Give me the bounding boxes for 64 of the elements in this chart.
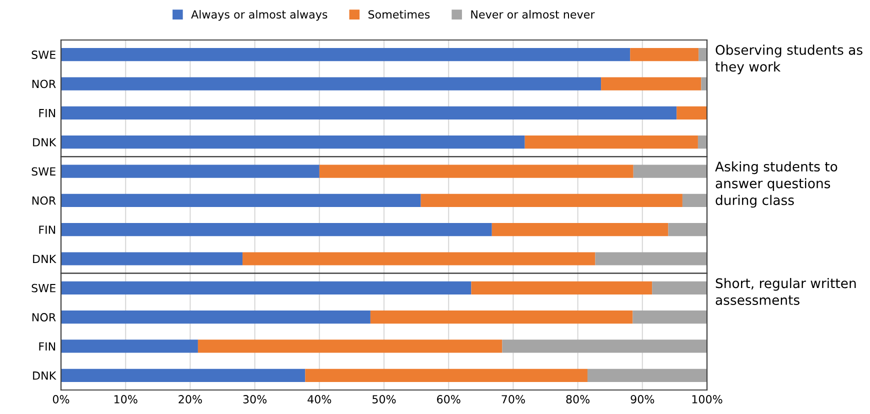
y-tick-label: DNK xyxy=(33,372,56,380)
bar xyxy=(370,310,633,324)
text: Observing students as they work xyxy=(715,44,862,74)
bar xyxy=(668,223,707,236)
bar xyxy=(61,194,421,207)
bar xyxy=(601,77,702,90)
text: Asking students to answer questions during class xyxy=(715,161,838,208)
bar xyxy=(524,136,698,149)
y-tick-label: SWE xyxy=(32,50,56,59)
legend-label: Never or almost never xyxy=(471,10,595,19)
y-tick-label: NOR xyxy=(32,80,56,88)
bar xyxy=(61,281,472,294)
x-tick-label: 0% xyxy=(52,395,70,404)
bar xyxy=(61,136,525,149)
y-tick-label: NOR xyxy=(32,196,56,205)
bar xyxy=(305,368,588,382)
bar xyxy=(242,252,596,266)
bar xyxy=(61,164,320,178)
bar xyxy=(502,340,707,353)
y-tick-label: FIN xyxy=(39,109,56,118)
x-tick-label: 40% xyxy=(308,395,332,404)
y-tick-label: FIN xyxy=(39,342,56,350)
y-tick-label: DNK xyxy=(33,254,56,263)
bar xyxy=(698,48,707,62)
y-tick-label: SWE xyxy=(32,284,56,292)
bar xyxy=(198,340,502,353)
bar xyxy=(630,48,699,62)
legend-label: Sometimes xyxy=(368,10,430,19)
bar xyxy=(61,310,370,324)
bar xyxy=(61,368,306,382)
bar xyxy=(61,77,602,90)
bar xyxy=(492,223,668,236)
bar xyxy=(633,164,707,178)
bar xyxy=(420,194,682,207)
x-tick-label: 100% xyxy=(692,395,722,404)
x-tick-label: 60% xyxy=(437,395,460,404)
bar xyxy=(61,340,198,353)
bar xyxy=(632,310,707,324)
bar xyxy=(698,136,707,149)
x-tick-label: 50% xyxy=(372,395,396,404)
bar xyxy=(471,281,652,294)
bar xyxy=(676,106,707,120)
bar xyxy=(61,48,630,62)
bar xyxy=(682,194,707,207)
bar xyxy=(595,252,707,266)
bar xyxy=(61,223,492,236)
y-tick-label: DNK xyxy=(33,138,56,146)
y-tick-label: FIN xyxy=(39,226,56,234)
x-tick-label: 80% xyxy=(566,395,590,404)
bar xyxy=(61,252,243,266)
text: Short, regular written assessments xyxy=(716,278,856,305)
x-tick-label: 90% xyxy=(630,395,654,404)
bar xyxy=(587,368,707,382)
x-tick-label: 70% xyxy=(502,395,525,404)
y-tick-label: NOR xyxy=(32,313,56,322)
bar xyxy=(652,281,707,294)
y-tick-label: SWE xyxy=(32,167,56,176)
bar xyxy=(61,106,677,120)
bar xyxy=(701,77,707,90)
x-tick-label: 30% xyxy=(243,395,267,404)
x-tick-label: 10% xyxy=(114,395,138,404)
x-tick-label: 20% xyxy=(178,395,202,404)
legend-label: Always or almost always xyxy=(191,10,328,21)
bar xyxy=(319,164,634,178)
